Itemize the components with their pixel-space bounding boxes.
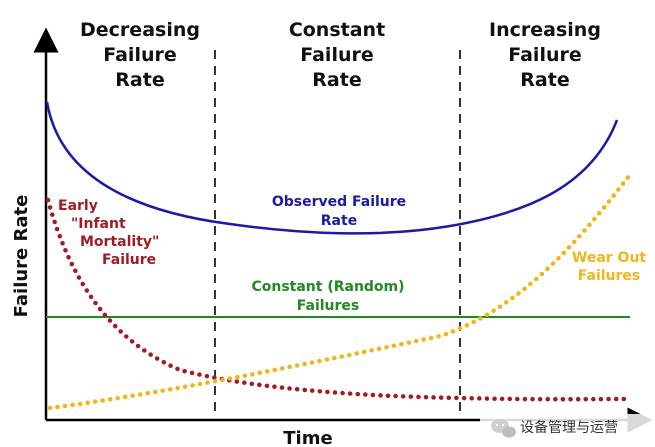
infant-mortality-curve [45,197,628,402]
y-axis-title: Failure Rate [11,195,32,318]
region-title-constant: Constant Failure Rate [289,19,385,91]
region-title-line: Rate [312,69,361,91]
region-title-line: Failure [103,44,177,66]
infant-mortality-label: Early "Infant Mortality" Failure [58,198,159,268]
wearout-label-line: Wear Out [572,250,647,266]
region-title-increasing: Increasing Failure Rate [489,19,601,91]
region-title-line: Constant [289,19,385,41]
infant-label-line: Mortality" [80,234,159,250]
region-title-line: Increasing [489,19,601,41]
watermark: 设备管理与运营 [480,414,652,442]
observed-label-line: Rate [321,213,357,229]
region-title-decreasing: Decreasing Failure Rate [80,19,200,91]
observed-failure-rate-curve [45,101,619,235]
random-label-line: Failures [297,298,360,314]
region-title-line: Failure [508,44,582,66]
observed-label-line: Observed Failure [272,194,406,210]
region-title-line: Rate [115,69,164,91]
wearout-label-line: Failures [578,268,641,284]
observed-failure-rate-label: Observed Failure Rate [272,194,406,229]
random-failures-label: Constant (Random) Failures [251,279,404,314]
infant-label-line: Early [58,198,98,214]
infant-label-line: Failure [102,252,156,268]
region-title-line: Rate [520,69,569,91]
infant-label-line: "Infant [71,216,126,232]
random-label-line: Constant (Random) [251,279,404,295]
wechat-icon [491,419,516,438]
wear-out-label: Wear Out Failures [572,250,647,284]
region-title-line: Decreasing [80,19,200,41]
wear-out-curve [47,169,635,411]
x-axis-title: Time [283,428,332,447]
watermark-text: 设备管理与运营 [520,419,618,436]
region-title-line: Failure [300,44,374,66]
